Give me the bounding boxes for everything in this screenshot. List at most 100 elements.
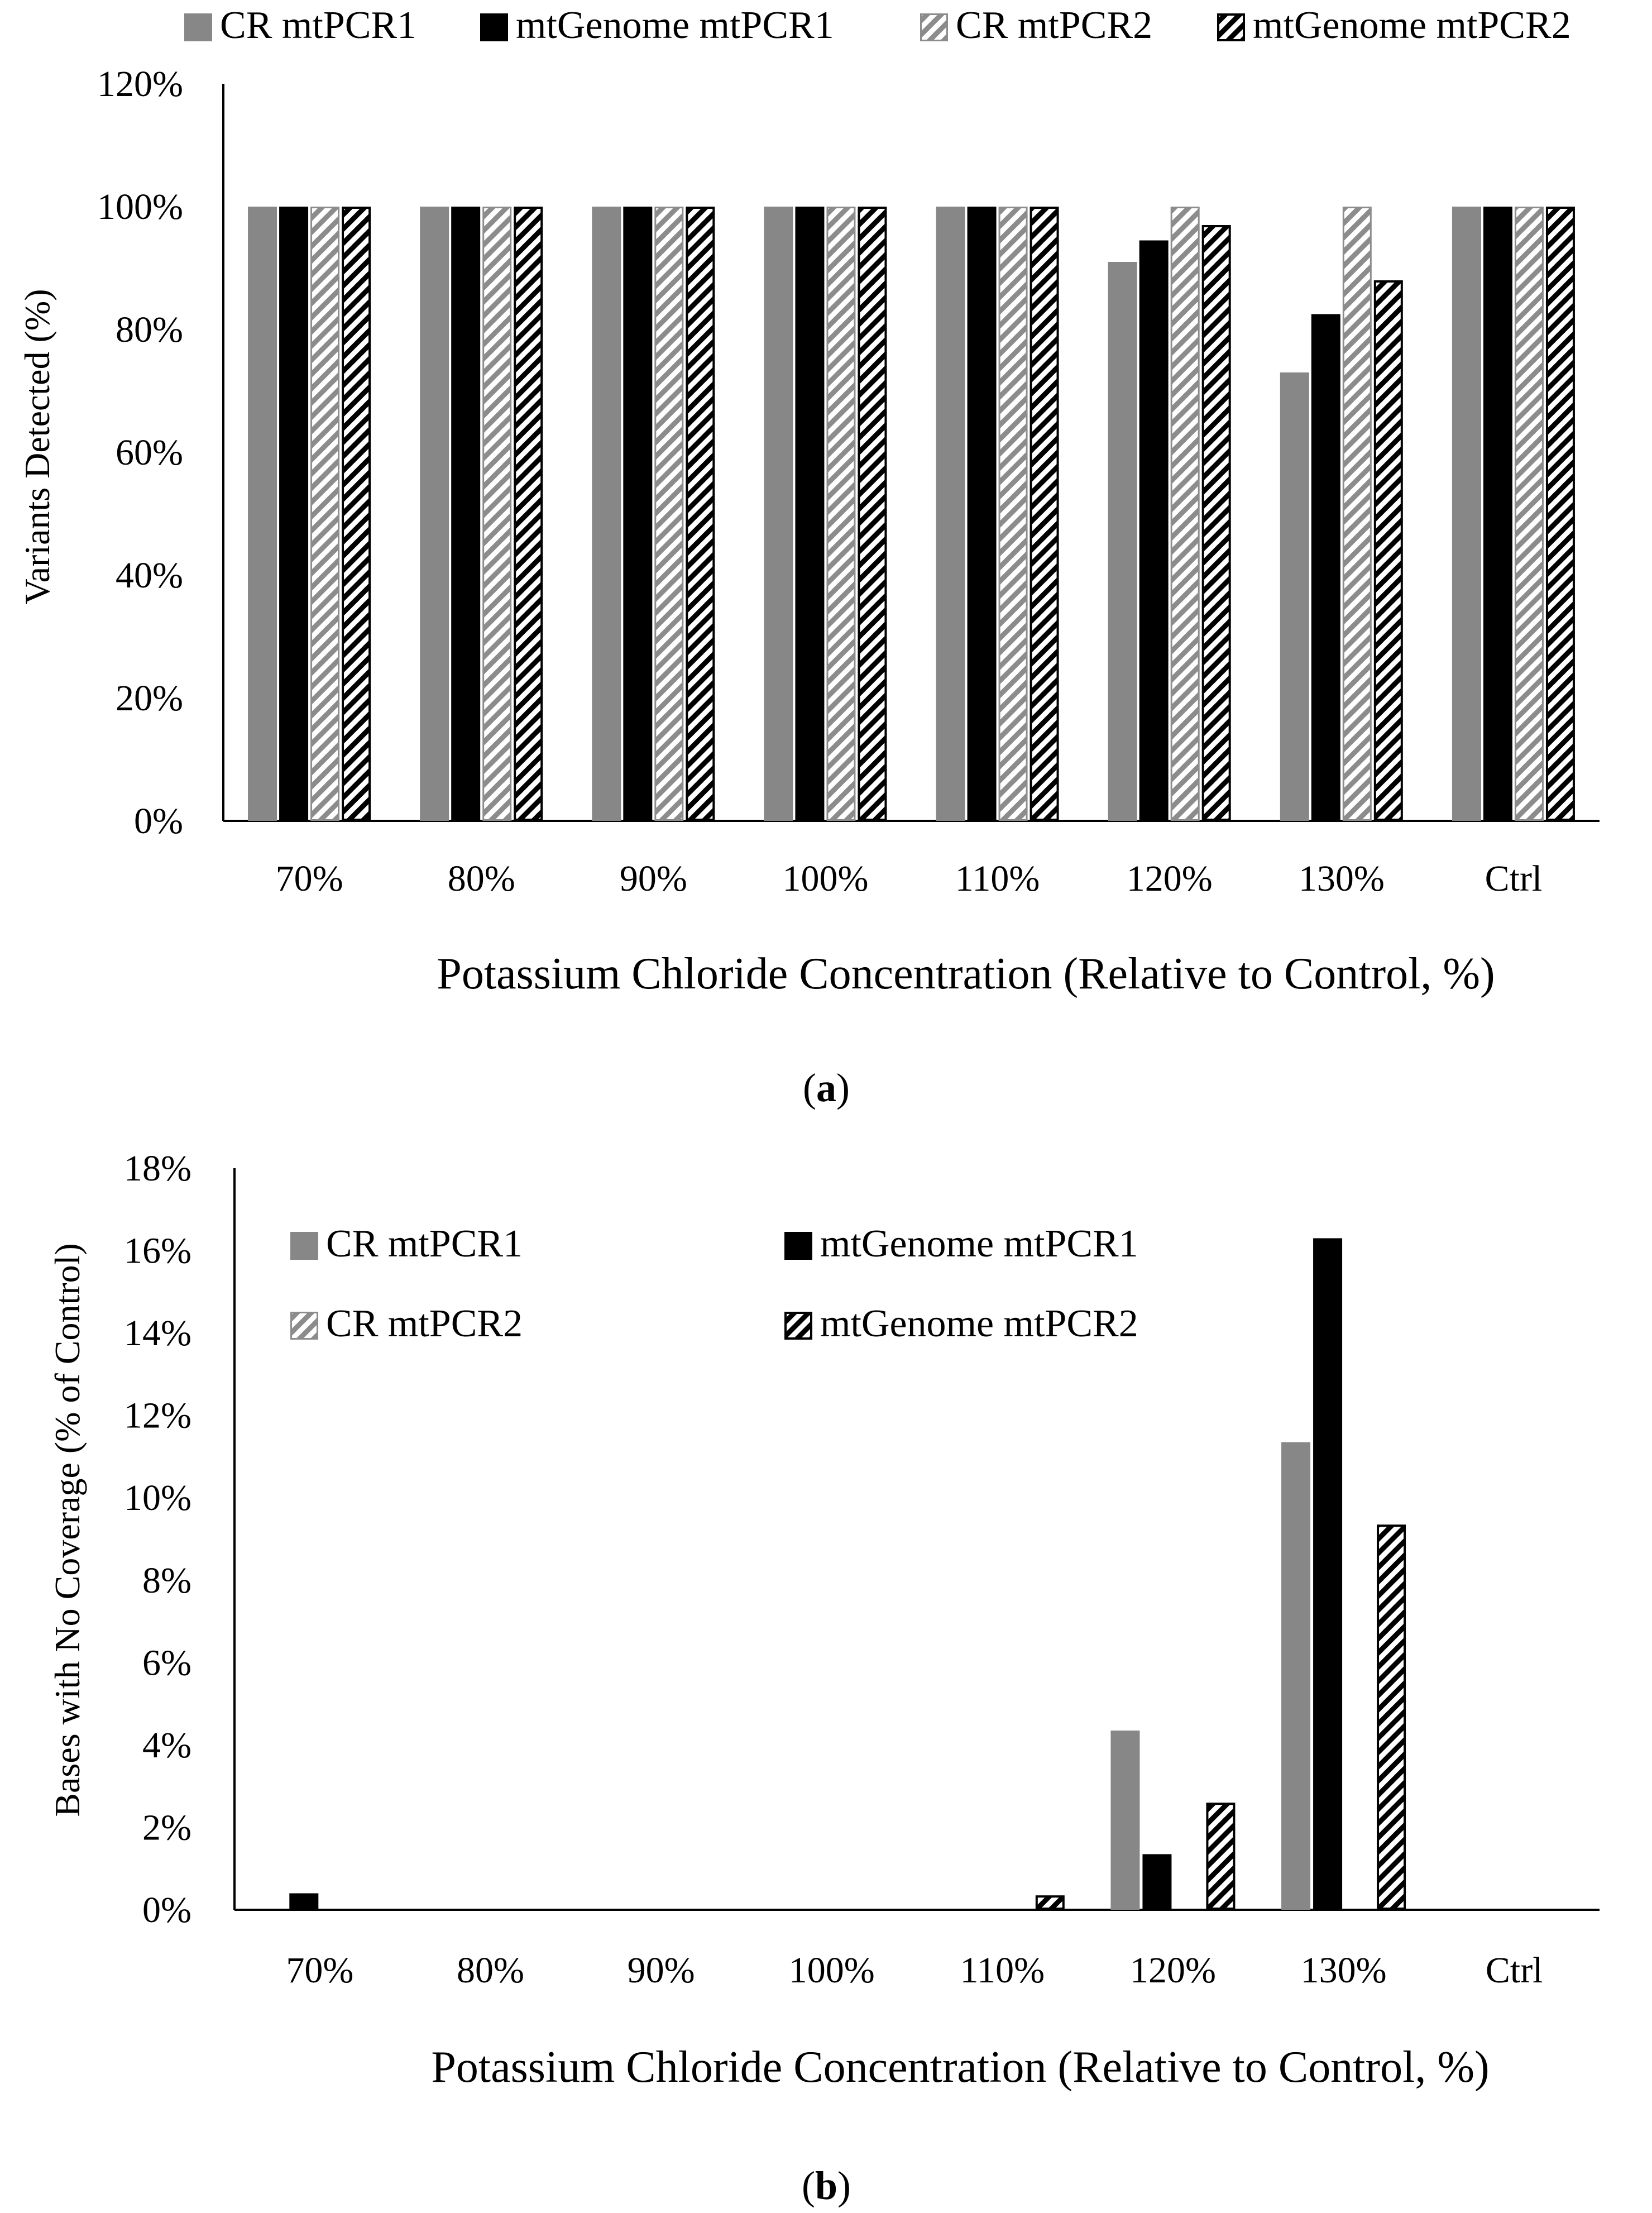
y-tick-label: 8% xyxy=(142,1560,191,1601)
legend: CR mtPCR1 mtGenome mtPCR1 CR mtPCR2 mtGenom… xyxy=(290,1222,1138,1345)
panel-letter: a xyxy=(816,1065,836,1110)
bar-cr-mtpcr2-120pct xyxy=(1170,207,1200,821)
y-tick-label: 12% xyxy=(124,1395,191,1436)
y-tick-label: 2% xyxy=(142,1807,191,1848)
bar-cr-mtpcr1-120pct xyxy=(1110,1731,1140,1910)
bar-mtgenome-mtpcr2-120pct xyxy=(1201,225,1231,821)
x-tick-labels: 70% 80% 90% 100% 110% 120% 130% Ctrl xyxy=(286,1950,1543,1991)
y-axis-title: Variants Detected (%) xyxy=(17,289,57,604)
legend-swatch xyxy=(784,1312,812,1340)
bar-cr-mtpcr1-120pct xyxy=(1108,262,1137,821)
x-tick-labels: 70% 80% 90% 100% 110% 120% 130% Ctrl xyxy=(276,858,1543,899)
x-tick-label: 70% xyxy=(286,1950,353,1991)
legend-item: mtGenome mtPCR1 xyxy=(480,4,834,47)
bar-mtgenome-mtpcr2-100pct xyxy=(858,207,887,821)
panel-letter: b xyxy=(815,2163,837,2208)
y-tick-label: 16% xyxy=(124,1231,191,1272)
bar-cr-mtpcr2-110pct xyxy=(998,207,1028,821)
x-axis-title: Potassium Chloride Concentration (Relati… xyxy=(437,949,1495,998)
panel-label-a: (a) xyxy=(803,1065,850,1110)
x-tick-label: 110% xyxy=(960,1950,1045,1991)
y-axis-title: Bases with No Coverage (% of Control) xyxy=(47,1243,87,1817)
x-axis-title: Potassium Chloride Concentration (Relati… xyxy=(431,2043,1489,2092)
x-tick-label: 100% xyxy=(789,1950,875,1991)
bar-cr-mtpcr2-130pct xyxy=(1342,207,1372,821)
legend-item: CR mtPCR1 xyxy=(290,1222,523,1265)
bar-mtgenome-mtpcr1-ctrl xyxy=(1483,207,1512,821)
x-tick-label: 80% xyxy=(448,858,515,899)
x-tick-label: 120% xyxy=(1127,858,1213,899)
bar-mtgenome-mtpcr1-120pct xyxy=(1142,1854,1172,1910)
legend-item: CR mtPCR2 xyxy=(920,4,1152,47)
legend-label: CR mtPCR2 xyxy=(956,4,1152,47)
bar-cr-mtpcr1-80pct xyxy=(420,207,449,821)
legend-item: mtGenome mtPCR1 xyxy=(784,1222,1138,1265)
bar-mtgenome-mtpcr2-110pct xyxy=(1035,1895,1065,1910)
bar-mtgenome-mtpcr2-80pct xyxy=(514,207,543,821)
legend-swatch xyxy=(290,1312,318,1340)
legend-label: mtGenome mtPCR1 xyxy=(516,4,834,47)
bars xyxy=(248,207,1575,821)
y-tick-label: 20% xyxy=(116,678,183,719)
x-tick-label: 120% xyxy=(1130,1950,1216,1991)
bar-mtgenome-mtpcr2-70pct xyxy=(342,207,371,821)
legend-swatch xyxy=(784,1232,812,1260)
y-tick-label: 120% xyxy=(97,64,183,104)
bar-cr-mtpcr1-90pct xyxy=(592,207,621,821)
x-tick-label: 90% xyxy=(628,1950,695,1991)
y-tick-label: 14% xyxy=(124,1313,191,1354)
x-tick-label: Ctrl xyxy=(1486,1950,1543,1991)
y-tick-label: 60% xyxy=(116,432,183,473)
legend-swatch xyxy=(920,13,948,41)
bar-mtgenome-mtpcr1-110pct xyxy=(967,207,997,821)
bar-cr-mtpcr2-80pct xyxy=(482,207,512,821)
bar-cr-mtpcr1-100pct xyxy=(764,207,793,821)
legend-swatch xyxy=(480,13,508,41)
x-tick-label: 70% xyxy=(276,858,343,899)
bar-mtgenome-mtpcr1-100pct xyxy=(795,207,825,821)
legend-label: mtGenome mtPCR1 xyxy=(820,1222,1138,1265)
bar-cr-mtpcr2-70pct xyxy=(310,207,340,821)
x-tick-label: 80% xyxy=(457,1950,524,1991)
bar-mtgenome-mtpcr1-70pct xyxy=(289,1893,319,1910)
y-tick-label: 18% xyxy=(124,1148,191,1189)
bar-mtgenome-mtpcr2-ctrl xyxy=(1545,207,1575,821)
legend-item: mtGenome mtPCR2 xyxy=(784,1302,1138,1345)
legend-item: CR mtPCR1 xyxy=(184,4,416,47)
bar-mtgenome-mtpcr1-70pct xyxy=(279,207,309,821)
bar-cr-mtpcr1-110pct xyxy=(936,207,965,821)
bar-mtgenome-mtpcr2-110pct xyxy=(1029,207,1059,821)
chart-panel-a: Variants Detected (%) 0% 20% 40% 60% 80% 100%… xyxy=(17,4,1600,1110)
x-tick-label: 90% xyxy=(620,858,687,899)
bar-cr-mtpcr2-100pct xyxy=(826,207,856,821)
legend-label: mtGenome mtPCR2 xyxy=(1253,4,1571,47)
legend-item: mtGenome mtPCR2 xyxy=(1217,4,1571,47)
bar-cr-mtpcr1-130pct xyxy=(1281,1442,1311,1910)
x-tick-label: 130% xyxy=(1299,858,1385,899)
bars xyxy=(289,1238,1406,1910)
y-tick-label: 80% xyxy=(116,309,183,350)
bar-mtgenome-mtpcr2-130pct xyxy=(1373,280,1403,821)
y-tick-labels: 0% 2% 4% 6% 8% 10% 12% 14% 16% 18% xyxy=(124,1148,191,1930)
bar-cr-mtpcr1-70pct xyxy=(248,207,277,821)
x-tick-label: Ctrl xyxy=(1485,858,1543,899)
legend: CR mtPCR1 mtGenome mtPCR1 CR mtPCR2 mtGenom… xyxy=(184,4,1571,47)
chart-panel-b: Bases with No Coverage (% of Control) 0%… xyxy=(47,1148,1600,2208)
bar-mtgenome-mtpcr1-130pct xyxy=(1313,1238,1343,1910)
bar-mtgenome-mtpcr1-120pct xyxy=(1139,240,1169,821)
y-tick-label: 6% xyxy=(142,1642,191,1683)
y-tick-label: 0% xyxy=(134,801,183,842)
legend-item: CR mtPCR2 xyxy=(290,1302,523,1345)
legend-swatch xyxy=(184,13,212,41)
axis-lines xyxy=(233,1168,1600,1911)
y-tick-label: 100% xyxy=(97,187,183,227)
y-tick-label: 10% xyxy=(124,1478,191,1518)
x-tick-label: 110% xyxy=(955,858,1040,899)
bar-mtgenome-mtpcr2-120pct xyxy=(1206,1803,1236,1910)
bar-cr-mtpcr1-ctrl xyxy=(1452,207,1481,821)
bar-cr-mtpcr1-130pct xyxy=(1280,372,1309,821)
bar-mtgenome-mtpcr2-90pct xyxy=(686,207,715,821)
bar-mtgenome-mtpcr1-130pct xyxy=(1311,314,1340,821)
bar-cr-mtpcr2-ctrl xyxy=(1514,207,1544,821)
